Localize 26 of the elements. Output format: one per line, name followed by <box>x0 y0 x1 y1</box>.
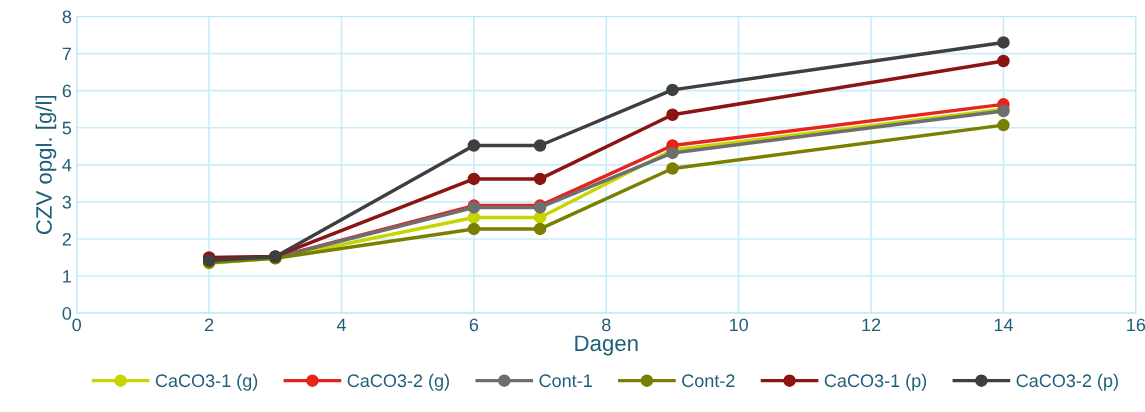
x-tick-label: 14 <box>994 318 1013 332</box>
x-tick-label: 16 <box>1127 318 1145 332</box>
legend-label: Cont-2 <box>682 374 735 388</box>
y-axis-title: CZV opgl. [g/l] <box>35 95 57 235</box>
y-tick-label: 6 <box>62 84 72 98</box>
y-tick-label: 5 <box>62 121 72 135</box>
y-tick-label: 2 <box>62 232 71 246</box>
x-axis-title: Dagen <box>575 335 638 356</box>
legend-label: CaCO3-2 (g) <box>347 373 449 391</box>
legend-label: Cont-1 <box>539 374 592 388</box>
x-tick-label: 8 <box>602 318 611 332</box>
y-tick-label: 3 <box>62 195 72 209</box>
x-tick-label: 2 <box>204 318 214 332</box>
x-tick-label: 10 <box>730 318 748 332</box>
x-tick-label: 0 <box>72 318 82 332</box>
legend-label: CaCO3-1 (g) <box>155 373 258 391</box>
y-tick-label: 8 <box>62 10 72 24</box>
y-tick-label: 7 <box>62 47 71 61</box>
legend-label: CaCO3-2 (p) <box>1016 373 1118 391</box>
legend-label: CaCO3-1 (p) <box>824 373 927 391</box>
x-tick-label: 4 <box>336 318 346 332</box>
x-tick-label: 6 <box>469 318 479 332</box>
y-tick-label: 4 <box>62 158 72 172</box>
x-tick-label: 12 <box>862 318 881 332</box>
y-tick-label: 1 <box>63 270 71 283</box>
y-tick-label: 0 <box>62 307 72 320</box>
